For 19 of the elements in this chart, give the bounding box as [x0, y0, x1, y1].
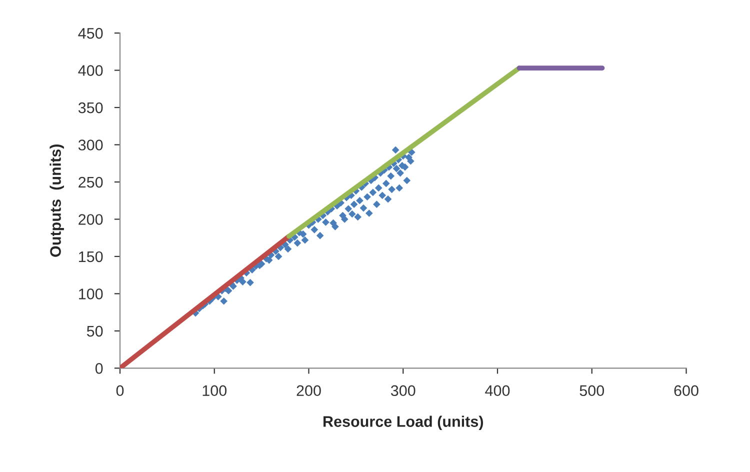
x-tick-label: 400 — [485, 385, 510, 396]
x-tick-label: 200 — [296, 385, 321, 396]
y-tick-label: 0 — [95, 363, 103, 374]
y-tick-label: 150 — [79, 251, 103, 262]
x-tick-label: 0 — [116, 385, 124, 396]
y-tick-label: 250 — [78, 176, 103, 188]
x-tick-label: 500 — [580, 385, 604, 396]
x-tick-label: 600 — [674, 385, 698, 396]
y-tick-label: 100 — [79, 288, 103, 300]
y-tick-label: 400 — [78, 65, 103, 76]
y-tick-label: 300 — [78, 140, 103, 150]
y-axis-title: Outputs (units) — [50, 144, 64, 257]
y-tick-label: 50 — [86, 326, 103, 337]
y-tick-label: 200 — [78, 214, 103, 225]
x-axis-title: Resource Load (units) — [324, 416, 484, 430]
y-tick-label: 450 — [78, 28, 103, 39]
x-tick-label: 300 — [390, 385, 416, 396]
x-tick-label: 100 — [202, 385, 227, 396]
y-tick-label: 350 — [78, 102, 103, 114]
